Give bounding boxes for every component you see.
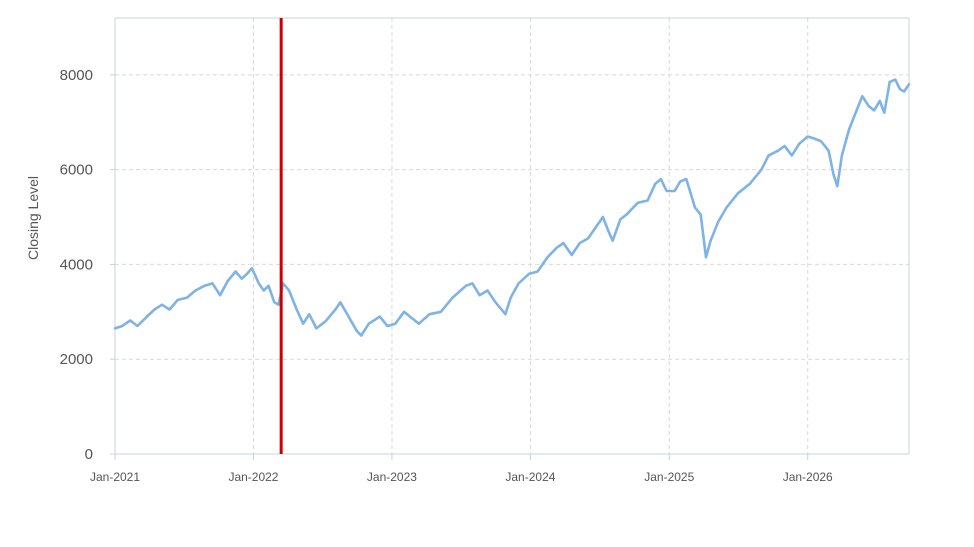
y-tick-label: 6000 xyxy=(60,162,93,179)
y-tick-label: 0 xyxy=(85,446,93,463)
y-tick-label: 2000 xyxy=(60,351,93,368)
y-tick-label: 8000 xyxy=(60,67,93,84)
y-axis-title: Closing Level xyxy=(25,176,41,260)
series-line-0 xyxy=(113,78,911,337)
x-tick-label: Jan-2025 xyxy=(644,470,694,484)
x-tick-label: Jan-2023 xyxy=(367,470,417,484)
grid xyxy=(115,18,909,454)
x-axis: Jan-2021 Jan-2022 Jan-2023 Jan-2024 Jan-2025… xyxy=(90,454,833,484)
series-layer xyxy=(113,78,911,337)
x-tick-label: Jan-2021 xyxy=(90,470,140,484)
x-tick-label: Jan-2022 xyxy=(228,470,278,484)
x-tick-label: Jan-2026 xyxy=(783,470,833,484)
y-tick-label: 4000 xyxy=(60,256,93,273)
plot-frame xyxy=(114,17,910,455)
x-tick-label: Jan-2024 xyxy=(505,470,555,484)
y-axis: 0 2000 4000 6000 8000 xyxy=(60,67,115,463)
